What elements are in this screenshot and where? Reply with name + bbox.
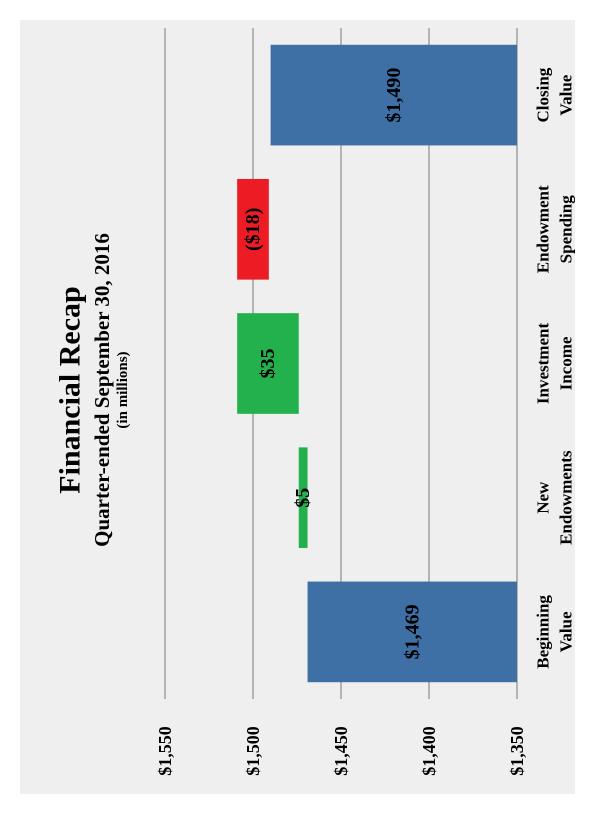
- category-label: Closing: [534, 67, 553, 122]
- bar: [270, 44, 517, 146]
- category-label: Spending: [557, 195, 576, 264]
- unit-note: (in millions): [115, 351, 131, 428]
- y-tick-label: $1,400: [419, 726, 439, 776]
- category-label: Beginning: [534, 595, 553, 669]
- category-label: Investment: [534, 323, 553, 405]
- chart-frame: $1,469 $5 $35 ($18) $1,490 $1,350 $1,400 $1,45…: [20, 20, 576, 794]
- bar: [298, 447, 308, 549]
- data-label: $1,490: [383, 68, 405, 123]
- y-axis: $1,350 $1,400 $1,450 $1,500 $1,550: [155, 726, 527, 776]
- category-label: Value: [557, 74, 576, 115]
- bar: [307, 581, 517, 683]
- data-label: $1,469: [401, 604, 423, 659]
- category-label: New: [534, 481, 553, 514]
- category-label: Endowment: [534, 185, 553, 273]
- y-tick-label: $1,500: [243, 726, 263, 776]
- chart-titles: Financial Recap Quarter-ended September 3…: [54, 233, 132, 547]
- y-tick-label: $1,450: [331, 726, 351, 776]
- y-tick-label: $1,550: [155, 726, 175, 776]
- bar: [237, 178, 269, 280]
- category-label: Income: [557, 336, 576, 390]
- data-label: ($18): [242, 208, 264, 251]
- category-label: Endowments: [557, 450, 576, 545]
- data-label: $35: [257, 349, 279, 379]
- bars-group: $1,469 $5 $35 ($18) $1,490: [237, 44, 517, 683]
- chart-title: Financial Recap: [54, 286, 87, 494]
- bar: [237, 313, 299, 414]
- y-tick-label: $1,350: [507, 726, 527, 776]
- chart-subtitle: Quarter-ended September 30, 2016: [90, 233, 114, 547]
- category-label: Value: [557, 611, 576, 652]
- waterfall-chart: $1,469 $5 $35 ($18) $1,490 $1,350 $1,400 $1,45…: [54, 28, 576, 776]
- data-label: $5: [292, 488, 314, 508]
